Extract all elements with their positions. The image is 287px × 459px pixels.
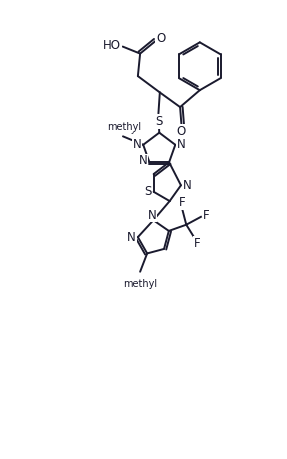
Text: N: N bbox=[177, 138, 186, 151]
Text: N: N bbox=[139, 154, 148, 168]
Text: methyl: methyl bbox=[107, 124, 139, 134]
Text: methyl: methyl bbox=[122, 132, 126, 133]
Text: F: F bbox=[179, 196, 185, 209]
Text: O: O bbox=[177, 125, 186, 138]
Text: N: N bbox=[133, 138, 141, 151]
Text: S: S bbox=[156, 115, 163, 128]
Text: methyl: methyl bbox=[118, 132, 123, 134]
Text: HO: HO bbox=[103, 39, 121, 52]
Text: N: N bbox=[183, 179, 191, 192]
Text: methyl: methyl bbox=[107, 122, 141, 132]
Text: methyl: methyl bbox=[123, 279, 157, 289]
Text: N: N bbox=[148, 209, 156, 222]
Text: S: S bbox=[144, 185, 151, 198]
Text: N: N bbox=[127, 231, 136, 244]
Text: F: F bbox=[194, 236, 200, 250]
Text: O: O bbox=[156, 32, 165, 45]
Text: F: F bbox=[203, 209, 210, 222]
